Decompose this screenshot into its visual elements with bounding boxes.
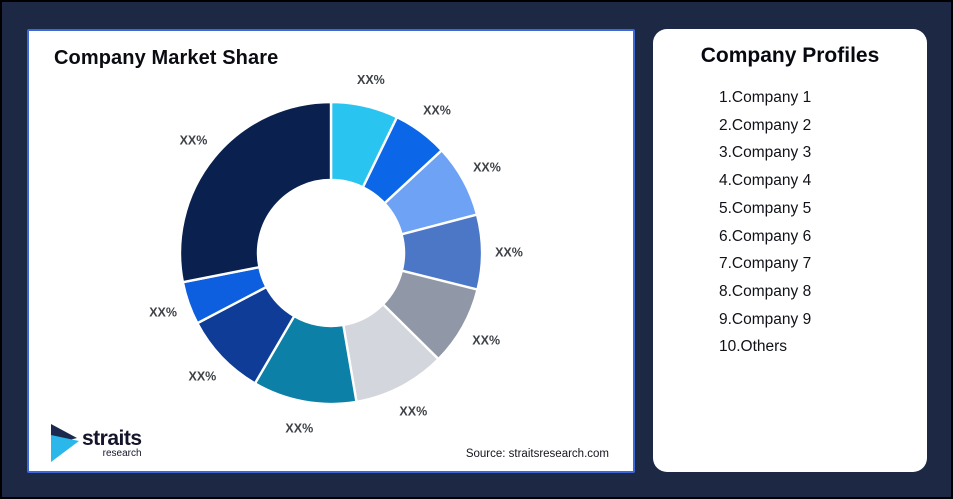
company-list-item: 6.Company 6 bbox=[719, 227, 812, 245]
company-list-item: 4.Company 4 bbox=[719, 172, 812, 190]
donut-segment-label: XX% bbox=[180, 134, 208, 148]
profiles-title: Company Profiles bbox=[700, 44, 880, 67]
company-list-item: 7.Company 7 bbox=[719, 255, 812, 273]
donut-segment-label: XX% bbox=[189, 370, 217, 384]
source-attribution: Source: straitsresearch.com bbox=[465, 448, 609, 460]
donut-segment-label: XX% bbox=[473, 161, 501, 175]
donut-segment-label: XX% bbox=[472, 334, 500, 348]
logo-text: straits research bbox=[82, 428, 142, 459]
straits-logo-icon bbox=[51, 424, 79, 462]
company-list-item: 1.Company 1 bbox=[719, 89, 812, 106]
donut-segment-label: XX% bbox=[149, 306, 177, 320]
donut-segment-label: XX% bbox=[285, 422, 313, 436]
company-profiles-card: Company Profiles 1.Company 1 2.Company 2 3… bbox=[653, 29, 927, 472]
market-share-card: Company Market Share XX% XX% XX% XX% XX% XX% X… bbox=[27, 29, 635, 473]
donut-chart: XX% XX% XX% XX% XX% XX% XX% XX% XX% XX% bbox=[149, 73, 523, 436]
company-list-item: 8.Company 8 bbox=[719, 282, 812, 300]
logo-wordmark: straits bbox=[82, 427, 142, 450]
donut-segment-label: XX% bbox=[357, 73, 385, 87]
company-list-item: 2.Company 2 bbox=[719, 116, 812, 134]
company-list-item: 10.Others bbox=[719, 338, 788, 356]
company-list-item: 3.Company 3 bbox=[719, 144, 812, 162]
logo-subtext: research bbox=[102, 448, 142, 459]
chart-title: Company Market Share bbox=[54, 47, 279, 69]
donut-segment-label: XX% bbox=[423, 104, 451, 118]
donut-segment-label: XX% bbox=[399, 404, 427, 418]
donut-segment-label: XX% bbox=[495, 245, 523, 259]
company-list-item: 5.Company 5 bbox=[719, 199, 812, 217]
donut-segment bbox=[178, 100, 333, 284]
straits-research-logo: straits research bbox=[49, 422, 142, 464]
company-list-item: 9.Company 9 bbox=[719, 310, 812, 328]
company-list: 1.Company 1 2.Company 2 3.Company 3 4.Compa… bbox=[653, 84, 927, 361]
